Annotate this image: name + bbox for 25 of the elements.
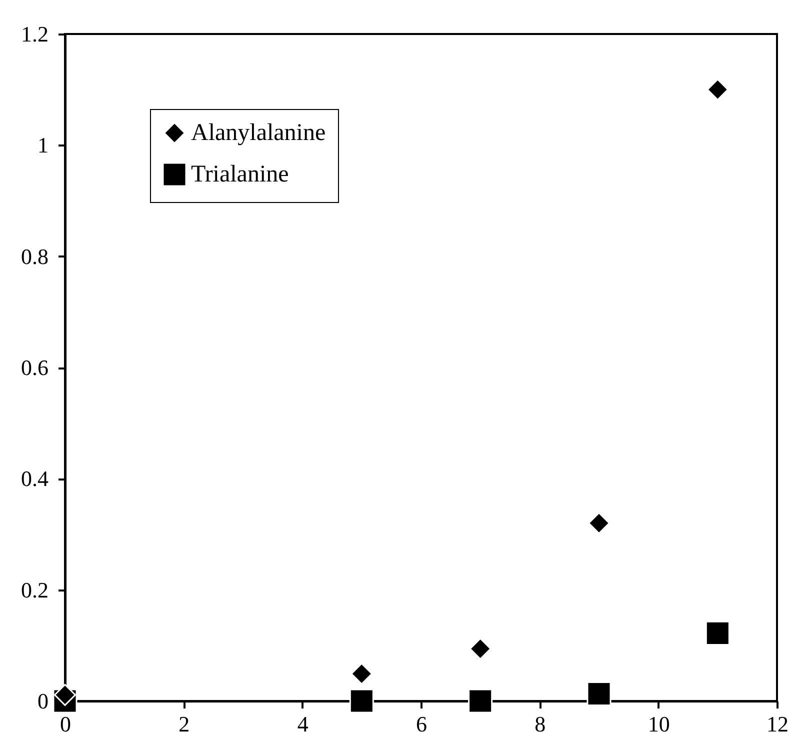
- y-tick-label: 1: [38, 132, 48, 158]
- y-tick-label: 0.2: [21, 577, 48, 602]
- point: [350, 662, 373, 685]
- x-tick-label: 0: [60, 712, 71, 736]
- x-tick-label: 4: [297, 712, 308, 736]
- y-tick-label: 0.8: [21, 244, 48, 269]
- legend-label: Alanylalanine: [191, 120, 326, 146]
- x-tick-label: 8: [534, 712, 546, 736]
- point: [588, 512, 610, 534]
- point: [349, 688, 374, 714]
- y-tick-label: 1.2: [21, 22, 48, 46]
- y-tick-label: 0.4: [21, 466, 48, 492]
- x-tick-label: 2: [178, 712, 190, 736]
- point: [706, 78, 729, 101]
- point: [54, 684, 76, 706]
- legend-label: Trialanine: [191, 162, 289, 188]
- x-tick-label: 6: [416, 712, 427, 736]
- point: [469, 638, 492, 660]
- x-tick-label: 12: [766, 712, 788, 736]
- y-tick-label: 0: [38, 688, 48, 714]
- point: [705, 620, 730, 646]
- point: [586, 682, 612, 706]
- point: [468, 688, 493, 714]
- x-tick-label: 10: [648, 712, 670, 736]
- y-tick-label: 0.6: [21, 355, 48, 380]
